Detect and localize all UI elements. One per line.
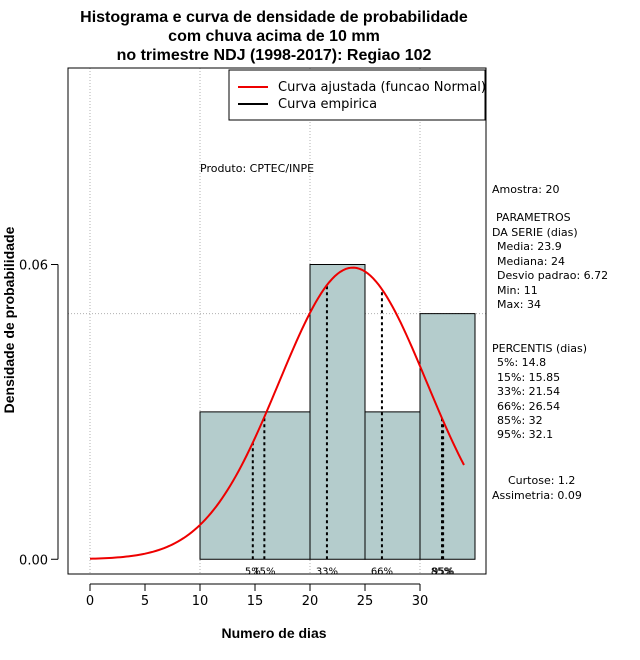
stat-percentis-header: PERCENTIS (dias)	[492, 342, 587, 355]
percentile-label-3: 66%	[371, 566, 393, 577]
stats-panel: Amostra: 20 PARAMETROS DA SERIE (dias) M…	[492, 183, 608, 502]
stat-p95: 95%: 32.1	[497, 428, 553, 441]
percentile-label-4: 85%	[431, 566, 453, 577]
axes: 0 5 10 15 20 25 30 0.00 0.06	[19, 259, 428, 609]
stat-mediana: Mediana: 24	[497, 255, 565, 268]
x-tick-label-3: 15	[247, 594, 264, 609]
legend-empirical-label: Curva empirica	[278, 97, 377, 112]
fitted-normal-curve	[89, 266, 465, 560]
stat-p66: 66%: 26.54	[497, 400, 560, 413]
chart-title-line-2: com chuva acima de 10 mm	[168, 28, 380, 45]
percentile-lines: 5%15% 33% 66% 85%95%	[245, 285, 454, 577]
histogram-bar-1	[309, 264, 366, 560]
histogram-bar-3	[419, 313, 476, 560]
legend-fitted-label: Curva ajustada (funcao Normal)	[278, 80, 486, 95]
x-tick-label-0: 0	[86, 594, 94, 609]
product-note: Produto: CPTEC/INPE	[200, 162, 314, 175]
x-tick-label-1: 5	[141, 594, 149, 609]
chart-title-line-1: Histograma e curva de densidade de proba…	[80, 9, 468, 26]
stat-p15: 15%: 15.85	[497, 371, 560, 384]
y-tick-label-0: 0.00	[19, 553, 48, 568]
stat-p33: 33%: 21.54	[497, 385, 560, 398]
stat-curtose: Curtose: 1.2	[508, 474, 575, 487]
x-tick-label-4: 20	[302, 594, 319, 609]
stat-desvio: Desvio padrao: 6.72	[497, 269, 608, 282]
percentile-label-5: 95%	[432, 566, 454, 577]
percentile-label-1: 15%	[253, 566, 275, 577]
stat-assimetria: Assimetria: 0.09	[492, 489, 582, 502]
stat-amostra: Amostra: 20	[492, 183, 559, 196]
histogram-bars	[199, 264, 476, 560]
percentile-label-0: 5%	[245, 566, 261, 577]
histogram-bar-2	[364, 411, 421, 560]
density-curves	[89, 266, 465, 560]
stat-max: Max: 34	[497, 298, 541, 311]
histogram-bar-0	[199, 411, 311, 560]
legend-box	[228, 69, 486, 121]
stat-param-header-1: PARAMETROS	[496, 211, 571, 224]
percentile-label-2: 33%	[316, 566, 338, 577]
stat-min: Min: 11	[497, 284, 538, 297]
x-tick-label-2: 10	[192, 594, 209, 609]
stat-media: Media: 23.9	[497, 240, 562, 253]
stat-param-header-2: DA SERIE (dias)	[492, 226, 578, 239]
stat-p5: 5%: 14.8	[497, 356, 546, 369]
stat-p85: 85%: 32	[497, 414, 543, 427]
chart-title-line-3: no trimestre NDJ (1998-2017): Regiao 102	[117, 47, 432, 64]
y-axis-label: Densidade de probabilidade	[1, 226, 17, 413]
x-axis-label: Numero de dias	[221, 625, 326, 641]
y-tick-label-1: 0.06	[19, 259, 48, 274]
x-tick-label-6: 30	[412, 594, 429, 609]
x-tick-label-5: 25	[357, 594, 374, 609]
legend: Curva ajustada (funcao Normal) Curva emp…	[228, 69, 486, 121]
plot-frame	[67, 67, 487, 575]
